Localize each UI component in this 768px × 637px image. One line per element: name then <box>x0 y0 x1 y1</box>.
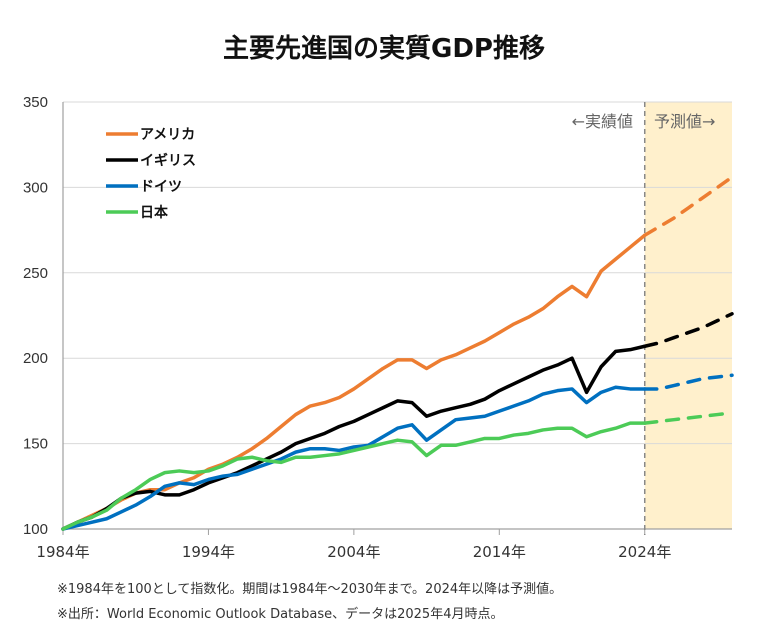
footnote-method: ※1984年を100として指数化。期間は1984年～2030年まで。2024年以… <box>57 582 563 597</box>
legend-item: イギリス <box>106 152 196 169</box>
series-0 <box>61 175 734 531</box>
forecast-zone-label: 予測値→ <box>654 112 715 131</box>
y-tick-label: 350 <box>23 94 48 111</box>
series-2 <box>61 373 734 531</box>
x-tick-label: 2014年 <box>473 543 526 561</box>
actual-zone-label: ←実績値 <box>572 112 633 131</box>
x-tick-label: 2024年 <box>618 543 671 561</box>
y-tick-label: 150 <box>23 436 48 453</box>
series-line-actual <box>61 385 647 531</box>
footnote-source: ※出所：World Economic Outlook Database、データは… <box>57 607 504 622</box>
series-line-forecast <box>642 373 734 391</box>
series-line-forecast <box>642 312 734 348</box>
legend-label: イギリス <box>140 152 196 169</box>
y-tick-label: 300 <box>23 179 48 196</box>
y-tick-label: 100 <box>23 521 48 538</box>
series-line-forecast <box>642 411 734 425</box>
x-tick-label: 1984年 <box>36 543 89 561</box>
chart-title: 主要先進国の実質GDP推移 <box>223 34 545 64</box>
legend-label: 日本 <box>140 204 169 221</box>
y-tick-label: 250 <box>23 265 48 282</box>
series-1 <box>61 312 734 531</box>
legend-item: 日本 <box>106 204 169 221</box>
series-line-actual <box>61 421 647 531</box>
forecast-band <box>644 102 732 529</box>
legend-label: アメリカ <box>140 127 195 143</box>
series-line-actual <box>61 233 647 531</box>
x-tick-label: 1994年 <box>182 543 235 561</box>
y-tick-label: 200 <box>23 350 48 367</box>
legend-item: ドイツ <box>106 179 182 195</box>
legend-item: アメリカ <box>106 127 195 143</box>
legend-label: ドイツ <box>140 179 182 195</box>
series-line-forecast <box>642 175 734 237</box>
x-tick-label: 2004年 <box>327 543 380 561</box>
series-line-actual <box>61 344 647 531</box>
series-3 <box>61 411 734 531</box>
